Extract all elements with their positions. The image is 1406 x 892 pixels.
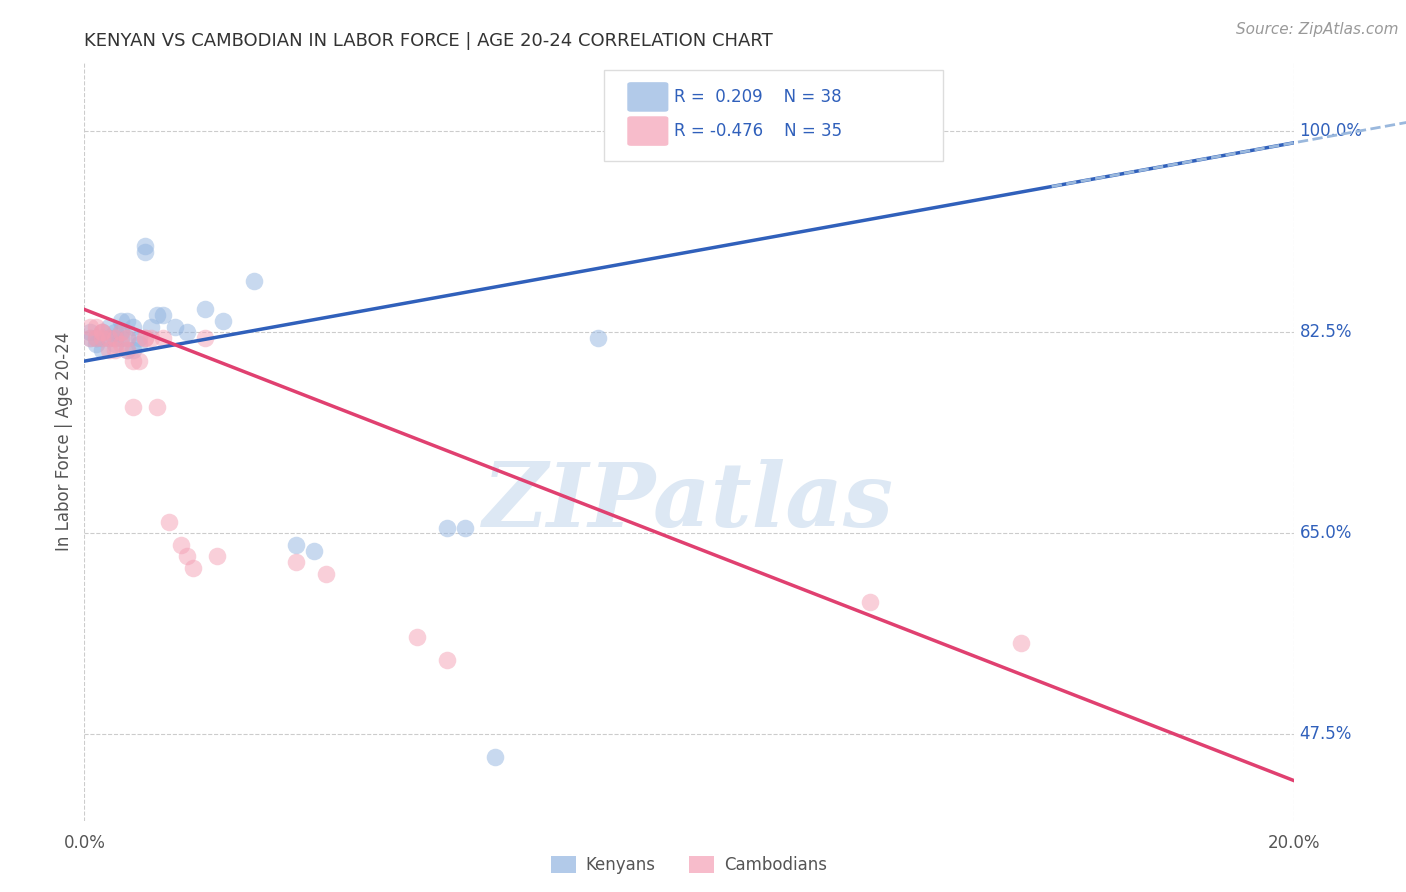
Point bbox=[86, 319, 108, 334]
Point bbox=[165, 319, 187, 334]
Point bbox=[110, 337, 132, 351]
Point bbox=[79, 331, 101, 345]
Point bbox=[97, 331, 120, 345]
Point bbox=[79, 331, 101, 345]
Point bbox=[157, 515, 180, 529]
Point bbox=[121, 319, 143, 334]
Point bbox=[139, 331, 162, 345]
Point bbox=[134, 244, 156, 259]
Text: Source: ZipAtlas.com: Source: ZipAtlas.com bbox=[1236, 22, 1399, 37]
Point bbox=[97, 343, 120, 357]
Point bbox=[242, 274, 264, 288]
Point bbox=[104, 331, 127, 345]
Point bbox=[285, 555, 308, 569]
Point bbox=[176, 326, 198, 340]
FancyBboxPatch shape bbox=[605, 70, 943, 161]
Point bbox=[91, 331, 114, 345]
Point bbox=[146, 400, 169, 414]
Point bbox=[1011, 635, 1033, 649]
Point bbox=[91, 343, 114, 357]
Point bbox=[134, 331, 156, 345]
FancyBboxPatch shape bbox=[627, 116, 668, 145]
Point bbox=[115, 331, 138, 345]
Point bbox=[152, 308, 174, 322]
Point bbox=[436, 653, 458, 667]
Point bbox=[91, 326, 114, 340]
Point bbox=[121, 354, 143, 368]
Point bbox=[115, 314, 138, 328]
Point bbox=[176, 549, 198, 564]
Point bbox=[104, 326, 127, 340]
Text: 47.5%: 47.5% bbox=[1299, 725, 1353, 743]
Point bbox=[859, 595, 882, 609]
Point bbox=[97, 319, 120, 334]
Point bbox=[484, 750, 506, 764]
Point bbox=[454, 521, 477, 535]
Point bbox=[170, 538, 193, 552]
Point bbox=[86, 331, 108, 345]
Point bbox=[79, 326, 101, 340]
Text: ZIPatlas: ZIPatlas bbox=[484, 459, 894, 545]
Point bbox=[104, 343, 127, 357]
Point bbox=[152, 331, 174, 345]
Point bbox=[104, 331, 127, 345]
Point bbox=[181, 561, 204, 575]
Y-axis label: In Labor Force | Age 20-24: In Labor Force | Age 20-24 bbox=[55, 332, 73, 551]
Point bbox=[128, 337, 150, 351]
Text: 65.0%: 65.0% bbox=[1299, 524, 1353, 542]
Point bbox=[115, 343, 138, 357]
Point bbox=[302, 543, 325, 558]
Point bbox=[110, 326, 132, 340]
Legend: Kenyans, Cambodians: Kenyans, Cambodians bbox=[544, 849, 834, 880]
Text: R = -0.476    N = 35: R = -0.476 N = 35 bbox=[675, 122, 842, 140]
Text: 100.0%: 100.0% bbox=[1299, 122, 1362, 140]
Point bbox=[406, 630, 429, 644]
Point bbox=[128, 354, 150, 368]
Point bbox=[115, 331, 138, 345]
Point bbox=[121, 400, 143, 414]
Text: 20.0%: 20.0% bbox=[1267, 834, 1320, 853]
Point bbox=[285, 538, 308, 552]
Point bbox=[146, 308, 169, 322]
Point bbox=[86, 337, 108, 351]
Point bbox=[315, 566, 337, 581]
Text: KENYAN VS CAMBODIAN IN LABOR FORCE | AGE 20-24 CORRELATION CHART: KENYAN VS CAMBODIAN IN LABOR FORCE | AGE… bbox=[84, 32, 773, 50]
Point bbox=[207, 549, 229, 564]
Text: 82.5%: 82.5% bbox=[1299, 324, 1353, 342]
Point bbox=[139, 319, 162, 334]
Point bbox=[115, 343, 138, 357]
Point bbox=[110, 331, 132, 345]
Point bbox=[91, 331, 114, 345]
Point bbox=[104, 337, 127, 351]
Point bbox=[134, 331, 156, 345]
Point bbox=[121, 343, 143, 357]
Point bbox=[91, 326, 114, 340]
Point bbox=[91, 326, 114, 340]
Point bbox=[588, 331, 610, 345]
Point bbox=[79, 319, 101, 334]
Point bbox=[134, 239, 156, 253]
Point bbox=[194, 331, 217, 345]
Point bbox=[110, 314, 132, 328]
FancyBboxPatch shape bbox=[627, 82, 668, 112]
Point bbox=[97, 331, 120, 345]
Point bbox=[212, 314, 235, 328]
Text: R =  0.209    N = 38: R = 0.209 N = 38 bbox=[675, 88, 842, 106]
Text: 0.0%: 0.0% bbox=[63, 834, 105, 853]
Point bbox=[436, 521, 458, 535]
Point bbox=[194, 302, 217, 317]
Point bbox=[86, 331, 108, 345]
Point bbox=[110, 326, 132, 340]
Point bbox=[128, 331, 150, 345]
